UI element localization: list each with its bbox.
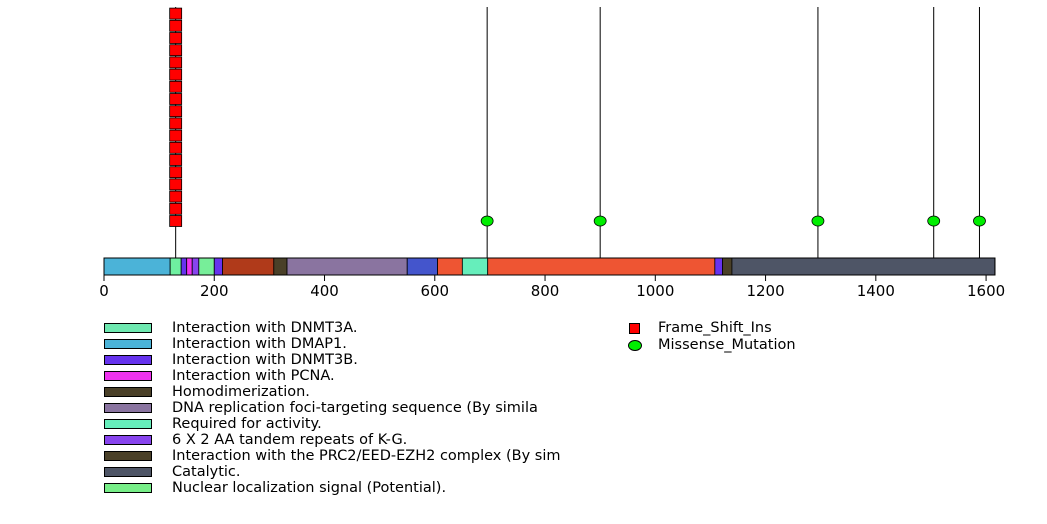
- domain-legend-swatch: [104, 419, 152, 429]
- frameshift-marker-0-10: [169, 93, 183, 105]
- frameshift-marker-0-6: [169, 141, 183, 154]
- domain-region-4: [191, 257, 200, 276]
- missense-marker-2: [593, 215, 607, 227]
- domain-region-14: [714, 257, 723, 276]
- frameshift-marker-0-5: [169, 154, 183, 166]
- frameshift-marker-0-15: [169, 32, 183, 44]
- domain-region-5: [198, 257, 215, 276]
- domain-region-0: [103, 257, 171, 276]
- domain-legend-label: Required for activity.: [172, 416, 322, 432]
- domain-region-7: [222, 257, 275, 276]
- frameshift-marker-0-13: [169, 56, 183, 69]
- domain-legend-swatch: [104, 339, 152, 349]
- domain-region-6: [213, 257, 223, 276]
- missense-marker-1: [480, 215, 494, 227]
- domain-legend-swatch: [104, 371, 152, 381]
- domain-region-2: [180, 257, 188, 276]
- frameshift-marker-0-16: [169, 19, 183, 32]
- domain-region-13: [487, 257, 716, 276]
- x-tick-label-1000: 1000: [636, 282, 674, 300]
- domain-region-8: [273, 257, 288, 276]
- domain-legend-label: Catalytic.: [172, 464, 241, 480]
- x-tick-label-400: 400: [310, 282, 339, 300]
- domain-region-11: [437, 257, 463, 276]
- mutation-stems: [175, 7, 980, 258]
- frameshift-marker-0-1: [169, 202, 183, 215]
- frameshift-marker-0-11: [169, 80, 183, 93]
- frameshift-marker-0-3: [169, 178, 183, 191]
- domain-legend-swatch: [104, 451, 152, 461]
- domain-region-16: [731, 257, 996, 276]
- domain-legend-label: Interaction with DNMT3B.: [172, 352, 358, 368]
- frameshift-marker-0-2: [169, 190, 183, 203]
- mutation-markers: [169, 7, 986, 227]
- domain-region-12: [461, 257, 489, 276]
- frameshift-marker-0-0: [169, 215, 183, 227]
- domain-legend-swatch: [104, 435, 152, 445]
- domain-legend-label: Interaction with the PRC2/EED-EZH2 compl…: [172, 448, 561, 464]
- frameshift-marker-0-14: [169, 44, 183, 57]
- mutation-legend-label: Missense_Mutation: [658, 337, 796, 353]
- domain-legend-swatch: [104, 467, 152, 477]
- frameshift-marker-0-17: [169, 7, 183, 20]
- frameshift-marker-0-4: [169, 166, 183, 179]
- frameshift-marker-0-12: [169, 68, 183, 81]
- domain-legend-swatch: [104, 323, 152, 333]
- domain-legend-label: Interaction with PCNA.: [172, 368, 335, 384]
- domain-legend-label: Interaction with DMAP1.: [172, 336, 347, 352]
- domain-legend-swatch: [104, 483, 152, 493]
- lollipop-chart: 0 200 400 600 800 1000 1200 1400 1600: [99, 7, 1005, 300]
- domain-region-1: [169, 257, 182, 276]
- x-tick-label-200: 200: [200, 282, 229, 300]
- circle-icon: [628, 340, 642, 351]
- domain-legend-label: Homodimerization.: [172, 384, 310, 400]
- x-tick-label-1200: 1200: [746, 282, 784, 300]
- x-tick-label-1600: 1600: [967, 282, 1005, 300]
- x-axis: 0 200 400 600 800 1000 1200 1400 1600: [99, 274, 1005, 300]
- square-icon: [629, 323, 640, 334]
- missense-marker-5: [973, 215, 986, 227]
- domain-legend-swatch: [104, 355, 152, 365]
- x-tick-label-800: 800: [531, 282, 560, 300]
- domain-region-9: [286, 257, 408, 276]
- domain-legend-label: DNA replication foci-targeting sequence …: [172, 400, 538, 416]
- missense-marker-4: [927, 215, 941, 227]
- domain-region-3: [186, 257, 193, 276]
- x-tick-label-0: 0: [99, 282, 109, 300]
- domain-legend-label: Nuclear localization signal (Potential).: [172, 480, 447, 496]
- frameshift-marker-0-7: [169, 129, 183, 142]
- x-tick-label-600: 600: [420, 282, 449, 300]
- x-tick-label-1400: 1400: [857, 282, 895, 300]
- frameshift-marker-0-9: [169, 105, 183, 118]
- domain-legend-swatch: [104, 387, 152, 397]
- domain-region-10: [406, 257, 438, 276]
- frameshift-marker-0-8: [169, 117, 183, 130]
- mutation-legend-label: Frame_Shift_Ins: [658, 320, 772, 336]
- domain-legend-label: Interaction with DNMT3A.: [172, 320, 358, 336]
- domain-legend-label: 6 X 2 AA tandem repeats of K-G.: [172, 432, 408, 448]
- domain-region-15: [722, 257, 733, 276]
- protein-domains: [103, 257, 996, 276]
- missense-marker-3: [811, 215, 825, 227]
- domain-legend-swatch: [104, 403, 152, 413]
